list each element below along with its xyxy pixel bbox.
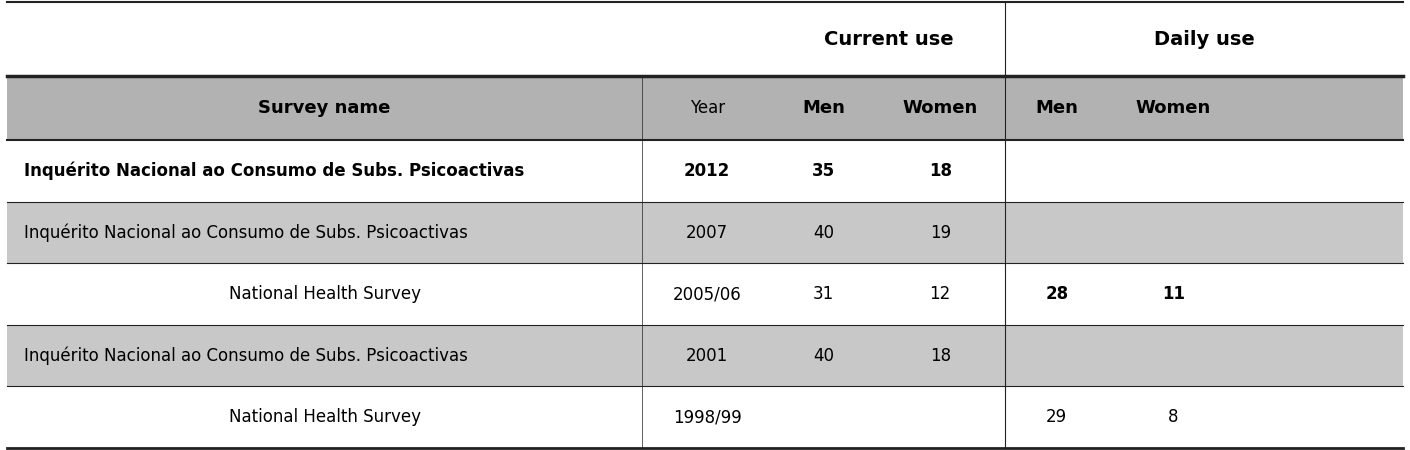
Text: 19: 19 (929, 224, 950, 242)
Text: Inquérito Nacional ao Consumo de Subs. Psicoactivas: Inquérito Nacional ao Consumo de Subs. P… (24, 346, 468, 365)
Text: 2005/06: 2005/06 (673, 285, 742, 303)
Text: Men: Men (802, 99, 845, 117)
Bar (7, 386, 1403, 448)
Text: Year: Year (689, 99, 725, 117)
Text: 11: 11 (1162, 285, 1184, 303)
Text: 12: 12 (929, 285, 950, 303)
Text: Daily use: Daily use (1153, 30, 1255, 49)
Bar (7, 202, 1403, 263)
Text: 31: 31 (814, 285, 835, 303)
Text: Inquérito Nacional ao Consumo de Subs. Psicoactivas: Inquérito Nacional ao Consumo de Subs. P… (24, 223, 468, 242)
Text: Women: Women (902, 99, 977, 117)
Text: 29: 29 (1046, 408, 1067, 426)
Text: 18: 18 (929, 346, 950, 364)
Bar (7, 76, 1403, 140)
Text: 1998/99: 1998/99 (673, 408, 742, 426)
Text: 40: 40 (814, 224, 835, 242)
Text: 8: 8 (1167, 408, 1179, 426)
Bar (7, 325, 1403, 386)
Text: 2012: 2012 (684, 162, 730, 180)
Text: 2007: 2007 (687, 224, 728, 242)
Text: Women: Women (1135, 99, 1211, 117)
Text: Current use: Current use (823, 30, 953, 49)
Text: 18: 18 (929, 162, 952, 180)
Text: 40: 40 (814, 346, 835, 364)
Text: 2001: 2001 (687, 346, 728, 364)
Text: National Health Survey: National Health Survey (228, 408, 420, 426)
Text: Survey name: Survey name (258, 99, 391, 117)
Bar (7, 263, 1403, 325)
Text: Men: Men (1035, 99, 1079, 117)
Text: 35: 35 (812, 162, 835, 180)
Text: Inquérito Nacional ao Consumo de Subs. Psicoactivas: Inquérito Nacional ao Consumo de Subs. P… (24, 162, 525, 180)
Bar (7, 140, 1403, 202)
Text: 28: 28 (1045, 285, 1069, 303)
Bar (7, 2, 1403, 76)
Text: National Health Survey: National Health Survey (228, 285, 420, 303)
